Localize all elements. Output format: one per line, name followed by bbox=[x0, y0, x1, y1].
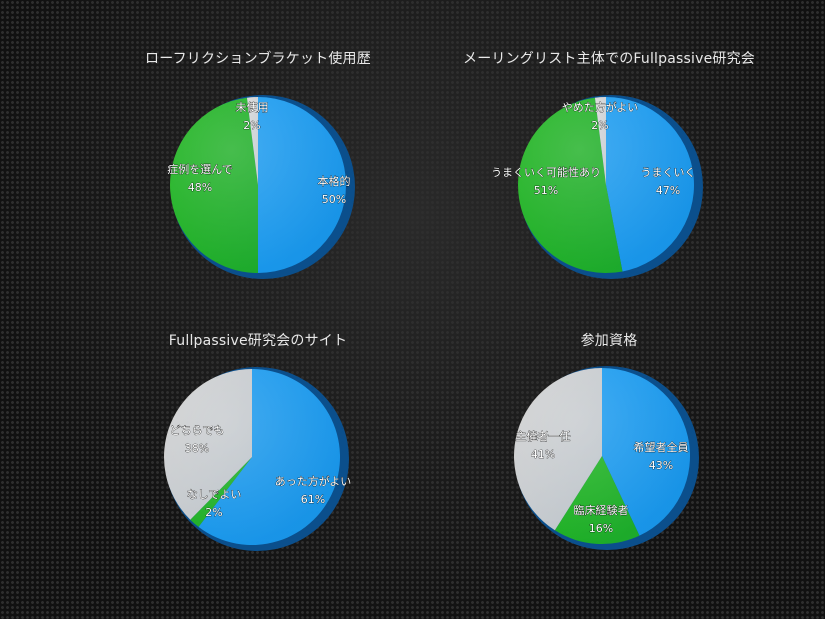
slice-label: やめた方がよい bbox=[562, 100, 638, 114]
slice-value-label: 50% bbox=[322, 193, 346, 206]
pie-gloss bbox=[170, 97, 346, 273]
chart-title-1: ローフリクションブラケット使用歴 bbox=[145, 51, 371, 67]
slice-value-label: 51% bbox=[534, 184, 558, 197]
slice-label: 主催者一任 bbox=[516, 429, 571, 443]
chart-title-2: メーリングリスト主体でのFullpassive研究会 bbox=[463, 51, 755, 67]
slice-value-label: 2% bbox=[591, 119, 608, 132]
slice-label: うまくいく可能性あり bbox=[491, 165, 601, 179]
slice-label: どちらでも bbox=[170, 424, 225, 437]
slice-value-label: 38% bbox=[185, 442, 209, 455]
chart-title-3: Fullpassive研究会のサイト bbox=[168, 333, 348, 349]
slice-label: うまくいく bbox=[641, 166, 696, 179]
chart-title-4: 参加資格 bbox=[580, 333, 638, 349]
slice-value-label: 2% bbox=[243, 119, 260, 132]
slice-value-label: 41% bbox=[531, 448, 555, 461]
slice-value-label: 43% bbox=[649, 459, 673, 472]
slice-value-label: 48% bbox=[188, 181, 212, 194]
slice-label: 症例を選んで bbox=[167, 162, 232, 176]
slice-label: 未使用 bbox=[236, 101, 269, 114]
slice-value-label: 61% bbox=[301, 493, 325, 506]
pie-gloss bbox=[514, 368, 690, 544]
slice-label: なしでよい bbox=[187, 488, 242, 501]
slice-label: 希望者全員 bbox=[634, 440, 689, 454]
slice-label: 臨床経験者 bbox=[574, 503, 629, 517]
slice-value-label: 47% bbox=[656, 184, 680, 197]
slice-value-label: 2% bbox=[205, 506, 222, 519]
pie-gloss bbox=[164, 369, 340, 545]
slice-label: 本格的 bbox=[318, 174, 351, 188]
pie-gloss bbox=[518, 97, 694, 273]
slice-label: あった方がよい bbox=[275, 474, 351, 488]
slice-value-label: 16% bbox=[589, 522, 613, 535]
